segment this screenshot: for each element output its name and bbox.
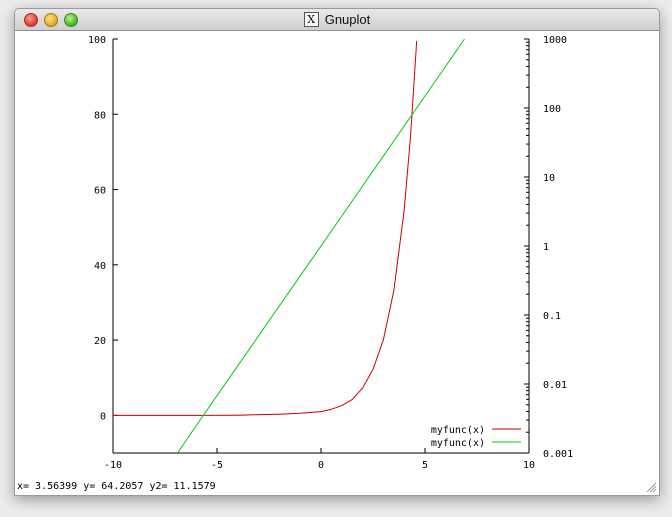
- x-tick-label: -10: [104, 460, 122, 471]
- legend-label-2: myfunc(x): [431, 438, 485, 449]
- y-tick-label: 100: [88, 35, 106, 46]
- window-title: Gnuplot: [324, 12, 371, 27]
- y2-tick-label: 100: [543, 104, 561, 115]
- title-bar[interactable]: X Gnuplot: [15, 9, 659, 31]
- x-tick-label: 10: [523, 460, 535, 471]
- y2-tick-label: 1000: [543, 35, 567, 46]
- y2-tick-label: 0.001: [543, 449, 573, 460]
- series-line-2: [177, 39, 465, 453]
- y2-tick-label: 1: [543, 242, 549, 253]
- title-area: X Gnuplot: [15, 9, 659, 30]
- y-tick-label: 60: [94, 186, 106, 197]
- minimize-button[interactable]: [44, 13, 58, 27]
- x11-icon: X: [303, 12, 319, 27]
- y-tick-label: 0: [100, 411, 106, 422]
- x-tick-label: -5: [211, 460, 223, 471]
- status-readout: x= 3.56399 y= 64.2057 y2= 11.1579: [17, 481, 216, 492]
- gnuplot-window: X Gnuplot -10 -5 0 5 10 0 20 40 60 80 100 0.001 0.01…: [14, 8, 660, 496]
- x-tick-label: 0: [318, 460, 324, 471]
- y2-tick-label: 0.1: [543, 311, 561, 322]
- y-tick-label: 20: [94, 336, 106, 347]
- resize-grip-icon[interactable]: [645, 481, 657, 493]
- zoom-button[interactable]: [64, 13, 78, 27]
- legend-label-1: myfunc(x): [431, 425, 485, 436]
- y-tick-label: 40: [94, 261, 106, 272]
- x-tick-label: 5: [422, 460, 428, 471]
- y-tick-label: 80: [94, 110, 106, 121]
- plot-canvas[interactable]: -10 -5 0 5 100204060801000.0010.010.11101001…: [15, 31, 657, 481]
- close-button[interactable]: [24, 13, 38, 27]
- series-line-1: [113, 40, 418, 416]
- y2-tick-label: 0.01: [543, 380, 567, 391]
- y2-tick-label: 10: [543, 173, 555, 184]
